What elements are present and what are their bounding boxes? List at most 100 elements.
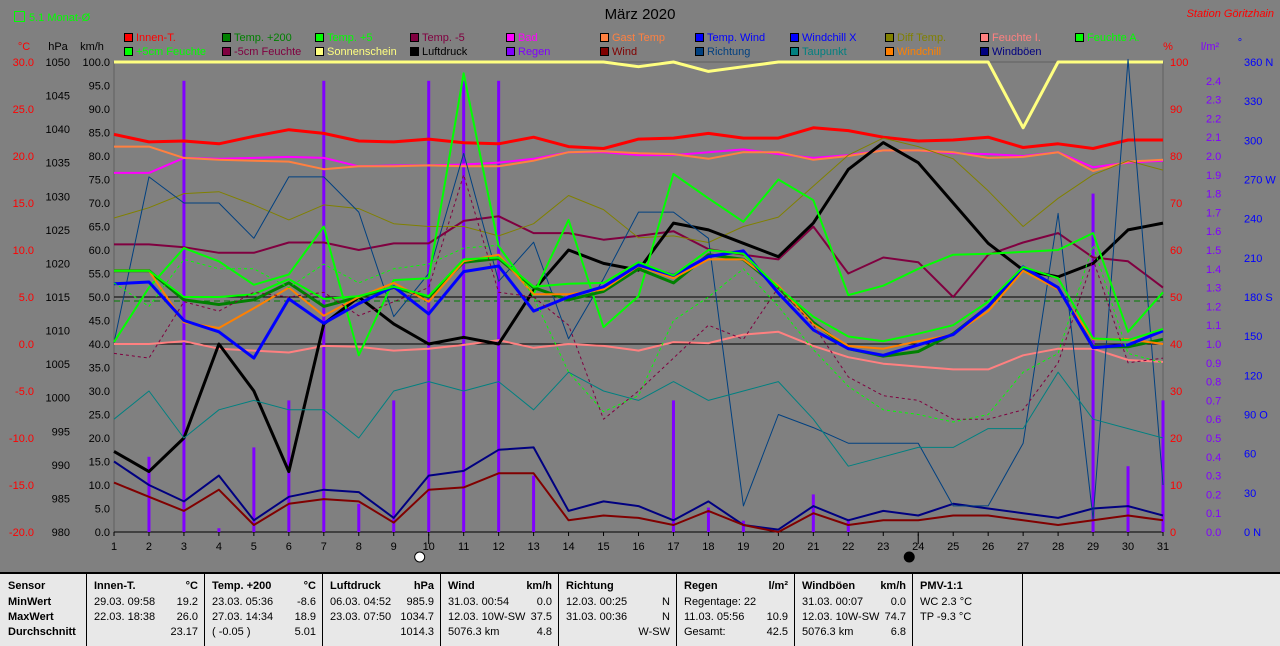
pct-tick: 60 [1170,245,1182,257]
day-tick: 7 [321,541,327,553]
stats-cell: 37.5 [530,611,552,623]
legend-swatch [410,33,419,42]
legend-item: Diff Temp. [885,32,946,44]
rain-tick: 1.9 [1206,170,1221,182]
dir-tick: 240 [1244,214,1262,226]
legend-swatch [695,33,704,42]
legend-swatch [885,33,894,42]
legend-item: Windchill [885,46,941,58]
stats-cell: 12.03. 00:25 [566,596,628,608]
stats-header: Richtung [566,580,614,592]
legend-swatch [124,33,133,42]
temp-tick: 10.0 [13,245,34,257]
stats-cell: 10.9 [766,611,788,623]
legend-swatch [980,33,989,42]
windchill-x-line [113,249,1164,360]
rain-tick: 2.1 [1206,132,1221,144]
stats-header: °C [303,580,316,592]
period-checkbox-icon [14,11,25,22]
day-tick: 23 [877,541,889,553]
day-tick: 1 [111,541,117,553]
hpa-tick: 1045 [46,91,70,103]
kmh-tick: 55.0 [89,269,110,281]
rain-tick: 0.5 [1206,433,1221,445]
feuchte-i-line [114,330,1164,371]
stats-column: Windböen km/h 31.03. 00:07 0.0 12.03. 10W-SW… [794,574,913,646]
stats-cell: ( -0.05 ) [212,626,251,638]
legend-item: Wind [600,46,637,58]
day-tick: 24 [912,541,924,553]
day-tick: 19 [737,541,749,553]
day-tick: 4 [216,541,222,553]
rain-bar [357,503,361,532]
day-tick: 18 [702,541,714,553]
rain-tick: 0.9 [1206,358,1221,370]
temp-tick: -15.0 [9,480,34,492]
5cm-feuchte-line [114,249,1164,343]
rain-tick: 1.0 [1206,339,1221,351]
feuchte-a-line [113,72,1164,357]
legend-item: Taupunkt [790,46,847,58]
kmh-tick: 100.0 [82,57,110,69]
kmh-tick: 65.0 [89,222,110,234]
dir-unit-label: ° [1238,37,1242,49]
stats-cell: 0.0 [890,596,906,608]
temp-tick: 30.0 [13,57,34,69]
stats-cell: 12.03. 10W-SW [802,611,880,623]
stats-cell: 5.01 [294,626,316,638]
rain-bar [671,400,675,532]
stats-header: °C [185,580,198,592]
stats-cell: 5076.3 km [802,626,854,638]
day-tick: 31 [1157,541,1169,553]
legend-label: Windchill [897,46,942,58]
stats-cell: 42.5 [766,626,788,638]
rain-bar [1126,466,1130,532]
kmh-tick: 95.0 [89,81,110,93]
rain-tick: 0.7 [1206,395,1221,407]
day-tick: 26 [982,541,994,553]
dir-tick: 180 S [1244,292,1273,304]
stats-header: Luftdruck [330,580,381,592]
legend-label: Feuchte A. [1087,32,1140,44]
station-name: Station Göritzhain [1186,8,1274,20]
stats-header: km/h [526,580,552,592]
temp-tick: 0.0 [19,339,34,351]
stats-header: km/h [880,580,906,592]
stats-cell: TP -9.3 °C [920,611,972,623]
rain-bar [252,447,256,532]
day-tick: 6 [286,541,292,553]
temp-tick: 25.0 [13,104,34,116]
legend-label: Temp. +5 [327,32,373,44]
dir-tick: 30 [1244,488,1256,500]
legend-label: -5cm Feuchte [234,46,302,58]
rain-unit-label: l/m² [1201,41,1220,53]
day-tick: 13 [527,541,539,553]
legend-label: Richtung [707,46,751,58]
rain-bar [217,528,221,532]
rain-tick: 0.6 [1206,414,1221,426]
legend-item: Temp. Wind [695,32,765,44]
hpa-tick: 1025 [46,225,70,237]
rain-tick: 1.2 [1206,301,1221,313]
kmh-tick: 15.0 [89,457,110,469]
rain-tick: 1.3 [1206,283,1221,295]
dir-tick: 300 [1244,135,1262,147]
rain-tick: 1.6 [1206,226,1221,238]
kmh-tick: 0.0 [95,527,110,539]
stats-cell: 12.03. 10W-SW [448,611,526,623]
stats-header: hPa [413,580,434,592]
stats-cell: 23.17 [170,626,198,638]
hpa-tick: 990 [52,460,70,472]
pct-tick: 70 [1170,198,1182,210]
kmh-tick: 60.0 [89,245,110,257]
day-tick: 25 [947,541,959,553]
rain-tick: 0.3 [1206,471,1221,483]
stats-cell: 31.03. 00:07 [802,596,864,608]
legend-item: Sonnenschein [315,46,397,58]
stats-header: PMV-1:1 [920,580,963,592]
hpa-tick: 1010 [46,326,70,338]
legend-label: Feuchte I. [992,32,1041,44]
day-tick: 2 [146,541,152,553]
legend-label: Luftdruck [422,46,468,58]
legend-label: Gast Temp [612,32,665,44]
